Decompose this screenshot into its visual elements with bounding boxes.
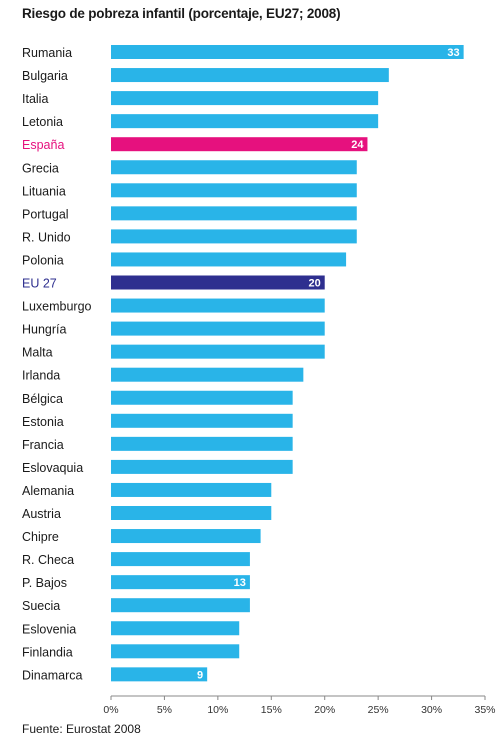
category-label-grecia: Grecia: [22, 161, 59, 175]
bar-rumania: [111, 45, 464, 59]
category-label-chipre: Chipre: [22, 530, 59, 544]
bar-polonia: [111, 252, 347, 267]
x-tick-label: 30%: [421, 704, 442, 716]
category-label-eslovaquia: Eslovaquia: [22, 461, 83, 475]
category-label-r-checa: R. Checa: [22, 553, 74, 567]
x-tick-label: 25%: [368, 704, 389, 716]
x-tick-label: 5%: [157, 704, 172, 716]
bar-eslovenia: [111, 621, 240, 636]
bar-malta: [111, 344, 325, 359]
category-label-eu-27: EU 27: [22, 277, 57, 291]
category-label-luxemburgo: Luxemburgo: [22, 300, 92, 314]
category-label-suecia: Suecia: [22, 599, 60, 613]
category-label-bulgaria: Bulgaria: [22, 69, 68, 83]
x-tick-label: 10%: [207, 704, 228, 716]
bar-bulgaria: [111, 68, 389, 83]
bar-estonia: [111, 413, 293, 428]
category-label-alemania: Alemania: [22, 484, 74, 498]
category-label-polonia: Polonia: [22, 253, 64, 267]
x-tick-label: 20%: [314, 704, 335, 716]
category-labels: Rumania Bulgaria Italia Letonia España Grecia…: [22, 46, 92, 682]
bar-lituania: [111, 183, 357, 198]
chart-title: Riesgo de pobreza infantil (porcentaje, …: [22, 6, 341, 21]
bar-irlanda: [111, 367, 304, 382]
category-label-malta: Malta: [22, 346, 53, 360]
value-label-eu-27: 20: [308, 278, 320, 290]
category-label-lituania: Lituania: [22, 184, 66, 198]
bar-p-bajos: [111, 575, 250, 590]
category-label-rumania: Rumania: [22, 46, 72, 60]
bar-belgica: [111, 390, 293, 405]
category-label-r-unido: R. Unido: [22, 230, 71, 244]
category-label-portugal: Portugal: [22, 207, 69, 221]
bar-italia: [111, 91, 379, 106]
category-label-eslovenia: Eslovenia: [22, 622, 76, 636]
bar-portugal: [111, 206, 357, 221]
x-tick-label: 0%: [103, 704, 118, 716]
value-labels: 33 24 20 13 9: [197, 47, 460, 681]
bar-r-checa: [111, 552, 250, 567]
bar-eslovaquia: [111, 459, 293, 474]
category-label-finlandia: Finlandia: [22, 645, 73, 659]
bar-dinamarca: [111, 667, 208, 682]
bar-suecia: [111, 598, 250, 613]
bar-hungria: [111, 321, 325, 336]
bar-luxemburgo: [111, 298, 325, 313]
bar-francia: [111, 436, 293, 451]
bar-letonia: [111, 114, 379, 129]
category-label-francia: Francia: [22, 438, 64, 452]
category-label-dinamarca: Dinamarca: [22, 668, 82, 682]
chart-source: Fuente: Eurostat 2008: [22, 722, 141, 736]
category-label-italia: Italia: [22, 92, 48, 106]
value-label-dinamarca: 9: [197, 669, 203, 681]
category-label-estonia: Estonia: [22, 415, 64, 429]
bar-eu-27: [111, 275, 325, 290]
category-label-belgica: Bélgica: [22, 392, 63, 406]
category-label-p-bajos: P. Bajos: [22, 576, 67, 590]
category-label-letonia: Letonia: [22, 115, 63, 129]
bar-r-unido: [111, 229, 357, 244]
category-label-austria: Austria: [22, 507, 61, 521]
bar-finlandia: [111, 644, 240, 659]
bar-austria: [111, 506, 272, 520]
bar-grecia: [111, 160, 357, 175]
x-tick-label: 35%: [474, 704, 495, 716]
bar-alemania: [111, 482, 272, 497]
bars-layer: [111, 45, 464, 682]
value-label-espana: 24: [351, 139, 364, 151]
value-label-rumania: 33: [447, 47, 459, 59]
bar-chipre: [111, 529, 261, 544]
x-axis: 0% 5% 10% 15% 20% 25% 30% 35%: [103, 695, 496, 716]
value-label-p-bajos: 13: [234, 577, 246, 589]
bar-espana: [111, 137, 368, 152]
category-label-espana: España: [22, 138, 64, 152]
category-label-hungria: Hungría: [22, 323, 67, 337]
category-label-irlanda: Irlanda: [22, 369, 60, 383]
x-tick-label: 15%: [261, 704, 282, 716]
